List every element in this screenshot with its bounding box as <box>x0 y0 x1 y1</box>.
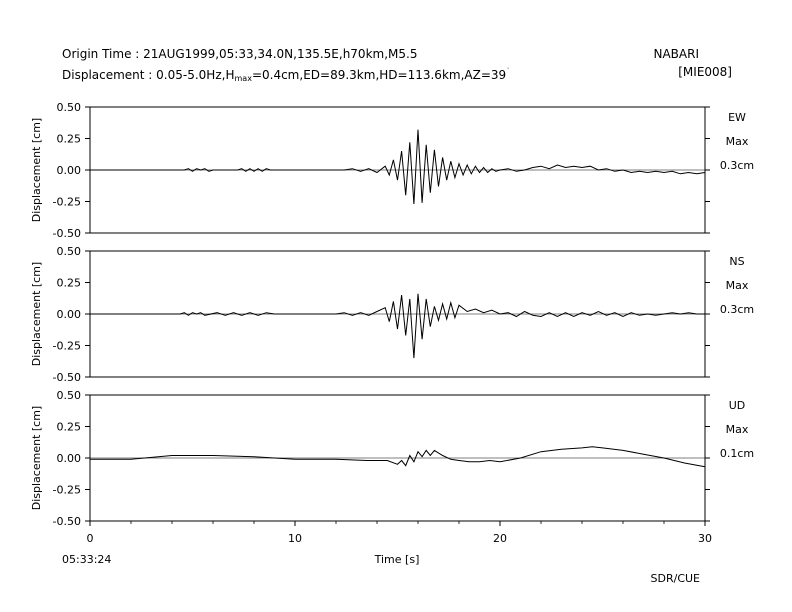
station-code: [MIE008] <box>678 65 732 79</box>
y-tick-label: 0.25 <box>57 421 82 434</box>
y-tick-label: 0.00 <box>57 164 82 177</box>
displacement-label: Displacement : <box>62 68 157 82</box>
panel-ud: 0.50 0.25 0.00 -0.25 -0.50 Displacement [cm] U… <box>30 389 754 528</box>
waveform-ud <box>90 446 706 468</box>
origin-time-value: 21AUG1999,05:33,34.0N,135.5E,h70km,M5.5 <box>143 47 418 61</box>
epicentral-distance: ED=89.3km <box>303 68 376 82</box>
panel-ew: 0.50 0.25 0.00 -0.25 -0.50 Displacement [cm] E… <box>30 101 754 240</box>
x-tick-label: 10 <box>288 532 302 545</box>
waveform-ew <box>90 129 706 205</box>
component-label: EW <box>728 111 746 124</box>
x-axis-label: Time [s] <box>374 553 420 566</box>
hmax-subscript: max <box>234 74 252 83</box>
x-tick-label: 0 <box>87 532 94 545</box>
y-axis-label: Displacement [cm] <box>30 406 43 510</box>
azimuth-degree-mark: ˙ <box>506 67 511 76</box>
y-axis-label: Displacement [cm] <box>30 262 43 366</box>
y-tick-label: -0.25 <box>53 484 81 497</box>
waveform-ns <box>90 293 705 359</box>
y-tick-label: 0.50 <box>57 389 82 402</box>
y-tick-label: 0.00 <box>57 308 82 321</box>
station-name: NABARI <box>653 47 699 61</box>
y-tick-label: -0.25 <box>53 196 81 209</box>
panel-ns: 0.50 0.25 0.00 -0.25 -0.50 Displacement [cm] N… <box>30 245 754 384</box>
x-tick-label: 20 <box>493 532 507 545</box>
y-tick-label: 0.25 <box>57 133 82 146</box>
y-tick-label: -0.50 <box>53 515 81 528</box>
hmax-prefix: H <box>225 68 235 82</box>
y-tick-label: -0.25 <box>53 340 81 353</box>
origin-time-label: Origin Time : <box>62 47 144 61</box>
displacement-line: Displacement : 0.05-5.0Hz,Hmax=0.4cm,ED=… <box>62 67 511 83</box>
start-time: 05:33:24 <box>62 553 111 566</box>
component-label: UD <box>729 399 746 412</box>
azimuth: AZ=39 <box>464 68 507 82</box>
y-tick-label: 0.50 <box>57 101 82 114</box>
credit-label: SDR/CUE <box>651 572 701 585</box>
y-tick-label: 0.00 <box>57 452 82 465</box>
frequency-band: 0.05-5.0Hz <box>156 68 222 82</box>
max-value: 0.1cm <box>720 447 754 460</box>
y-axis-label: Displacement [cm] <box>30 118 43 222</box>
max-label: Max <box>726 279 749 292</box>
max-label: Max <box>726 135 749 148</box>
y-tick-label: 0.50 <box>57 245 82 258</box>
origin-time-line: Origin Time : 21AUG1999,05:33,34.0N,135.… <box>62 47 417 61</box>
y-tick-label: 0.25 <box>57 277 82 290</box>
max-label: Max <box>726 423 749 436</box>
y-tick-label: -0.50 <box>53 227 81 240</box>
max-value: 0.3cm <box>720 303 754 316</box>
hmax-value: =0.4cm <box>251 68 300 82</box>
component-label: NS <box>729 255 744 268</box>
y-tick-label: -0.50 <box>53 371 81 384</box>
x-tick-label: 30 <box>698 532 712 545</box>
max-value: 0.3cm <box>720 159 754 172</box>
hypocentral-distance: HD=113.6km <box>379 68 461 82</box>
